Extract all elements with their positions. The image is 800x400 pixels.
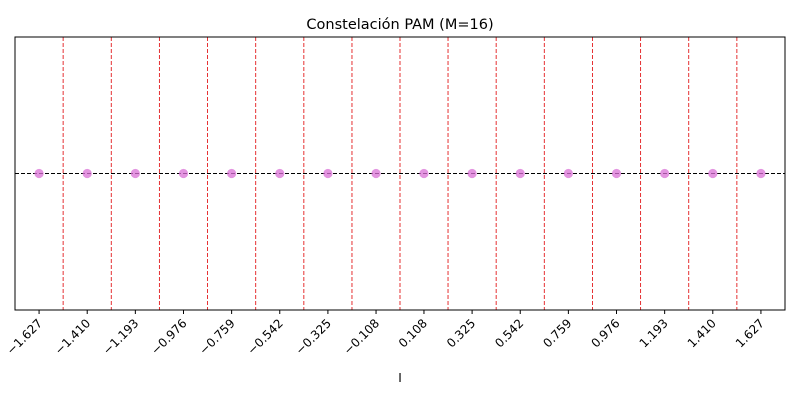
plot-frame [14, 36, 786, 311]
x-tick-label-8: 0.108 [396, 316, 430, 350]
x-tick-label-10: 0.542 [492, 316, 526, 350]
constellation-point-9 [467, 168, 477, 179]
x-tick-label-7: −0.108 [341, 316, 382, 357]
x-tick-label-1: −1.410 [52, 316, 93, 357]
x-tick-label-4: −0.759 [196, 316, 237, 357]
x-tick-label-3: −0.976 [148, 316, 189, 357]
constellation-point-13 [660, 168, 670, 179]
constellation-point-0 [34, 168, 44, 179]
decision-boundaries [62, 37, 738, 310]
chart-title: Constelación PAM (M=16) [306, 17, 493, 33]
x-tick-label-14: 1.410 [685, 316, 719, 350]
x-axis-label: I [398, 371, 402, 385]
x-tick-label-15: 1.627 [733, 316, 767, 350]
constellation-point-4 [227, 168, 237, 179]
x-axis-ticks: −1.627 −1.410 −1.193 −0.976 −0.759 −0.542 −0.3… [4, 310, 767, 358]
constellation-point-7 [371, 168, 381, 179]
x-tick-label-2: −1.193 [100, 316, 141, 357]
constellation-point-10 [515, 168, 525, 179]
constellation-point-3 [178, 168, 189, 179]
constellation-point-11 [563, 168, 573, 179]
constellation-points [34, 168, 766, 179]
x-tick-label-6: −0.325 [293, 316, 334, 357]
constellation-point-12 [611, 168, 622, 179]
x-tick-label-12: 0.976 [588, 316, 622, 350]
constellation-point-2 [130, 168, 140, 179]
constellation-point-8 [419, 168, 429, 179]
constellation-point-5 [275, 168, 285, 179]
constellation-point-15 [756, 168, 766, 179]
x-tick-label-9: 0.325 [444, 316, 478, 350]
x-tick-label-0: −1.627 [4, 316, 45, 357]
x-tick-label-11: 0.759 [540, 316, 574, 350]
constellation-point-14 [708, 168, 718, 179]
constellation-point-6 [323, 168, 333, 179]
constellation-point-1 [82, 168, 92, 179]
x-tick-label-5: −0.542 [245, 316, 286, 357]
x-tick-label-13: 1.193 [637, 316, 671, 350]
